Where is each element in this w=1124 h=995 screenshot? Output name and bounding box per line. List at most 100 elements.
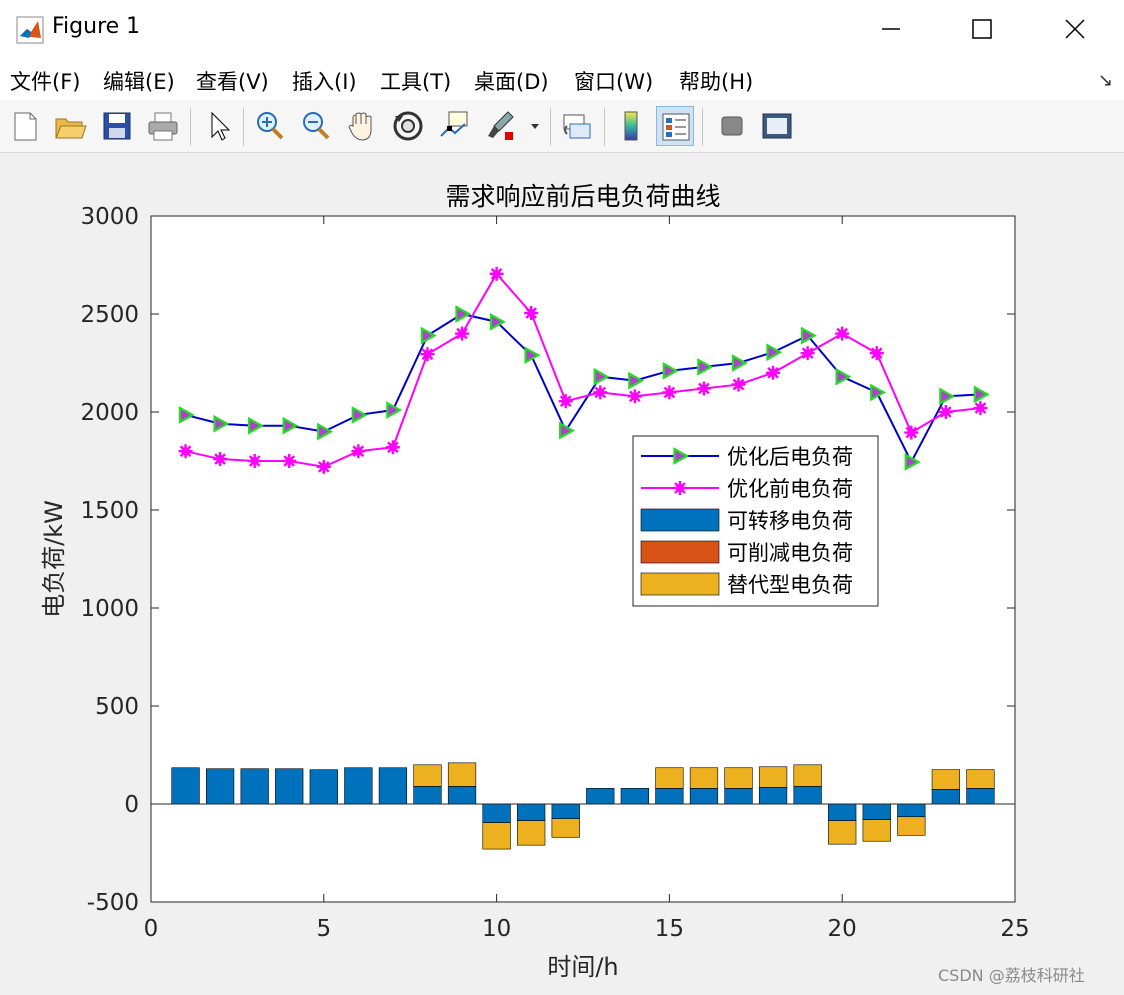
menu-help[interactable]: 帮助(H) xyxy=(679,70,754,94)
marker-series1-hour-12 xyxy=(558,394,573,409)
y-tick-label-0: 0 xyxy=(124,792,139,818)
bar-series0-hour-24 xyxy=(966,788,995,805)
marker-series1-hour-8 xyxy=(420,347,435,362)
y-tick-label-500: 500 xyxy=(95,694,139,720)
brush-dropdown[interactable] xyxy=(526,106,544,146)
lines-layer xyxy=(178,266,990,474)
menu-desktop[interactable]: 桌面(D) xyxy=(474,70,549,94)
link-plot-icon xyxy=(563,114,591,139)
colorbar-button[interactable] xyxy=(612,106,650,146)
title-bar: Figure 1 xyxy=(0,0,1124,58)
menu-insert[interactable]: 插入(I) xyxy=(292,70,357,94)
marker-series1-hour-4-ray xyxy=(283,455,296,467)
print-icon xyxy=(148,112,178,141)
bars-layer xyxy=(171,762,995,850)
bar-series2-hour-18 xyxy=(758,766,788,788)
dock-arrow-icon[interactable]: ↘ xyxy=(1098,70,1114,91)
marker-series1-hour-10-ray xyxy=(490,268,503,280)
toolbar-separator xyxy=(550,108,551,146)
marker-series1-hour-4 xyxy=(282,454,297,468)
rotate-3d-icon xyxy=(393,111,423,141)
zoom-in-button[interactable] xyxy=(251,106,289,146)
bar-series0-hour-22 xyxy=(897,803,926,818)
marker-series1-hour-12-ray xyxy=(559,395,572,408)
bar-series0-hour-9 xyxy=(447,786,477,805)
marker-series0-hour-1 xyxy=(178,406,195,424)
pointer-icon xyxy=(211,111,231,141)
legend-marker-0 xyxy=(673,447,690,465)
y-tick-label-1000: 1000 xyxy=(80,596,139,622)
marker-series0-hour-9 xyxy=(455,305,472,323)
y-tick-label-1500: 1500 xyxy=(80,498,139,524)
marker-series1-hour-10 xyxy=(489,266,504,281)
legend-bar-swatch-4 xyxy=(640,572,720,596)
toolbar xyxy=(0,100,1124,153)
save-button[interactable] xyxy=(98,106,136,146)
bar-series0-hour-19 xyxy=(793,786,822,805)
marker-series0-hour-2 xyxy=(213,414,230,433)
x-tick-label-20: 20 xyxy=(828,916,857,942)
zoom-in-icon xyxy=(257,112,284,140)
x-tick-label-5: 5 xyxy=(316,916,331,942)
figure-canvas: 0 5 10 15 20 25 -500 0 500 1000 1500 2000 2500 3000 需… xyxy=(4,153,1120,991)
marker-series0-hour-20 xyxy=(835,367,852,386)
marker-series1-hour-1-ray xyxy=(179,445,192,457)
marker-series1-hour-5-ray xyxy=(318,461,330,473)
watermark: CSDN @荔枝科研社 xyxy=(938,966,1085,985)
pointer-button[interactable] xyxy=(200,106,238,146)
marker-series1-hour-16-ray xyxy=(698,382,710,395)
marker-series1-hour-24-ray xyxy=(974,402,987,414)
marker-series0-hour-17 xyxy=(731,354,748,372)
bar-series0-hour-5 xyxy=(309,769,338,805)
marker-series1-hour-18 xyxy=(766,365,781,380)
show-tools-button[interactable] xyxy=(758,106,796,146)
marker-series1-hour-21 xyxy=(869,346,884,361)
marker-series1-hour-11 xyxy=(524,306,539,321)
matlab-icon xyxy=(16,16,44,44)
legend-entry-label-2: 可转移电负荷 xyxy=(727,509,853,533)
bar-series2-hour-10 xyxy=(482,822,511,850)
open-file-button[interactable] xyxy=(51,106,89,146)
link-plot-button[interactable] xyxy=(558,106,596,146)
menu-tools[interactable]: 工具(T) xyxy=(380,70,452,94)
print-button[interactable] xyxy=(144,106,182,146)
bar-series2-hour-19 xyxy=(793,764,822,787)
bar-series2-hour-23 xyxy=(931,769,961,790)
brush-icon xyxy=(488,111,514,140)
new-figure-button[interactable] xyxy=(6,106,44,146)
menu-file[interactable]: 文件(F) xyxy=(10,70,81,94)
menu-view[interactable]: 查看(V) xyxy=(196,70,269,94)
marker-series1-hour-8-ray xyxy=(421,348,434,360)
x-tick-label-25: 25 xyxy=(1000,916,1029,942)
maximize-button[interactable] xyxy=(937,0,1027,58)
brush-button[interactable] xyxy=(483,106,521,146)
marker-series0-hour-11 xyxy=(524,346,541,365)
marker-series1-hour-19 xyxy=(800,346,815,361)
toolbar-separator xyxy=(243,108,244,146)
hide-tools-button[interactable] xyxy=(713,106,751,146)
marker-series1-hour-6 xyxy=(351,444,366,459)
legend-button[interactable] xyxy=(656,106,694,146)
marker-series1-hour-13 xyxy=(593,385,608,400)
minimize-button[interactable] xyxy=(846,0,936,58)
data-cursor-button[interactable] xyxy=(435,106,473,146)
chevron-down-icon xyxy=(531,124,539,129)
pan-button[interactable] xyxy=(343,106,381,146)
bar-series0-hour-17 xyxy=(724,788,753,805)
x-tick-label-0: 0 xyxy=(144,916,159,942)
menu-window[interactable]: 窗口(W) xyxy=(574,70,654,94)
rotate-3d-button[interactable] xyxy=(389,106,427,146)
maximize-icon xyxy=(972,19,992,39)
close-button[interactable] xyxy=(1030,0,1120,58)
zoom-out-button[interactable] xyxy=(297,106,335,146)
bar-series0-hour-23 xyxy=(931,788,961,805)
bar-series0-hour-1 xyxy=(171,767,200,805)
marker-series1-hour-7 xyxy=(385,440,400,455)
marker-series1-hour-6-ray xyxy=(352,445,365,457)
bar-series0-hour-4 xyxy=(275,768,304,805)
menu-edit[interactable]: 编辑(E) xyxy=(103,70,175,94)
bar-series2-hour-9 xyxy=(447,762,477,787)
